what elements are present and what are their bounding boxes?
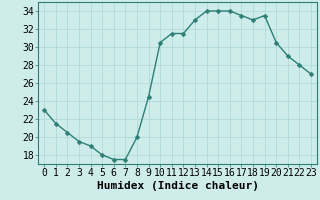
X-axis label: Humidex (Indice chaleur): Humidex (Indice chaleur) xyxy=(97,181,259,191)
